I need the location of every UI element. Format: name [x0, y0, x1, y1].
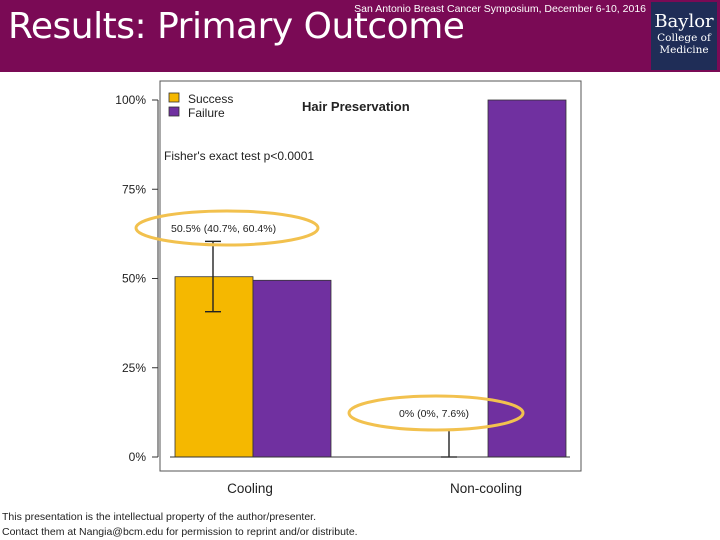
baylor-logo: Baylor College of Medicine	[651, 2, 717, 70]
legend-label-failure: Failure	[188, 106, 225, 120]
slide-title: Results: Primary Outcome	[8, 6, 465, 47]
bar-cooling-failure	[252, 279, 332, 458]
legend-swatch-failure	[168, 106, 180, 117]
footer-line-1: This presentation is the intellectual pr…	[2, 511, 317, 523]
annotation-noncooling: 0% (0%, 7.6%)	[399, 408, 469, 420]
logo-line-3: Medicine	[659, 44, 709, 56]
y-tick-label: 100%	[115, 93, 146, 107]
footer-notice: This presentation is the intellectual pr…	[2, 510, 358, 540]
y-tick-label: 75%	[122, 182, 146, 196]
y-tick-label: 50%	[122, 272, 146, 286]
chart-title: Hair Preservation	[302, 99, 410, 114]
highlight-oval-cooling	[134, 209, 320, 247]
highlight-oval-noncooling	[347, 394, 525, 432]
conference-caption: San Antonio Breast Cancer Symposium, Dec…	[354, 3, 646, 15]
annotation-cooling: 50.5% (40.7%, 60.4%)	[171, 223, 276, 235]
x-label-cooling: Cooling	[227, 481, 273, 496]
title-banner: Results: Primary Outcome San Antonio Bre…	[0, 0, 720, 72]
chart-subtitle: Fisher's exact test p<0.0001	[164, 149, 314, 163]
error-bar-cooling	[205, 240, 221, 313]
legend-swatch-success	[168, 92, 180, 103]
y-tick-label: 25%	[122, 361, 146, 375]
bar-cooling-success	[174, 276, 254, 458]
footer-line-2: Contact them at Nangia@bcm.edu for permi…	[2, 526, 358, 538]
y-tick-label: 0%	[129, 450, 147, 464]
legend-label-success: Success	[188, 92, 233, 106]
logo-line-1: Baylor	[654, 11, 714, 32]
logo-line-2: College of	[657, 32, 711, 44]
y-ticks: 0% 25% 50% 75% 100%	[115, 93, 158, 464]
bar-noncooling-failure	[487, 99, 567, 458]
x-label-noncooling: Non-cooling	[450, 481, 522, 496]
